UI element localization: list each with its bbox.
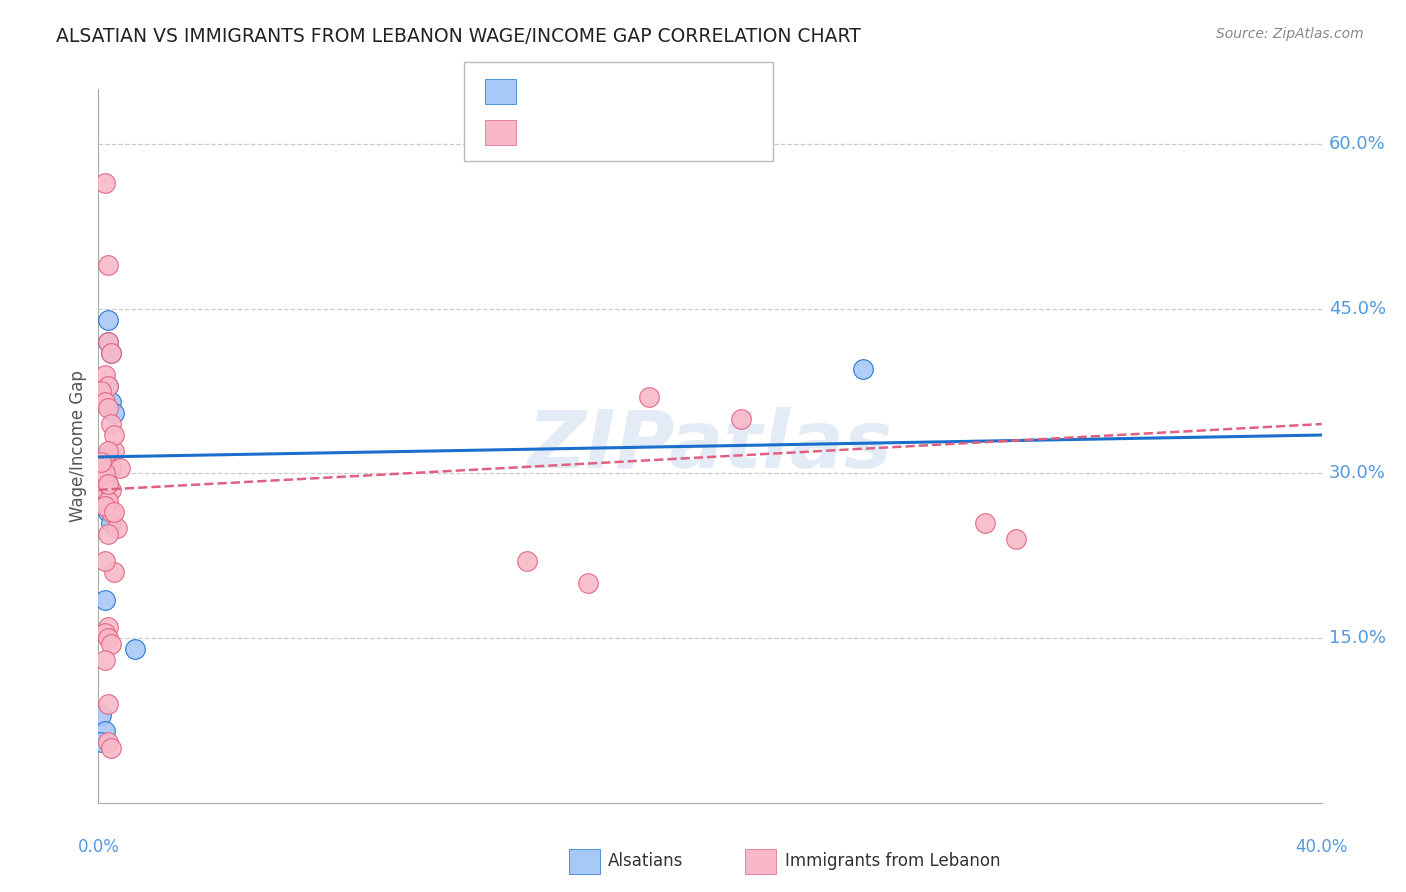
Text: Source: ZipAtlas.com: Source: ZipAtlas.com <box>1216 27 1364 41</box>
Point <box>100 516 122 530</box>
Point <box>105 521 128 535</box>
Point <box>974 516 997 530</box>
Point <box>90 461 112 475</box>
Point <box>1004 533 1026 547</box>
Point <box>100 740 122 755</box>
Point <box>97 444 120 458</box>
Point <box>124 642 146 657</box>
Text: Immigrants from Lebanon: Immigrants from Lebanon <box>785 852 1000 870</box>
Text: ZIPatlas: ZIPatlas <box>527 407 893 485</box>
Point <box>97 334 120 349</box>
Point <box>90 455 112 469</box>
Point <box>97 334 120 349</box>
Point <box>103 505 125 519</box>
Point <box>90 384 112 398</box>
Point <box>97 378 120 392</box>
Point <box>97 477 120 491</box>
Point <box>100 345 122 359</box>
Point <box>93 500 115 514</box>
Point <box>100 483 122 497</box>
Point <box>90 735 112 749</box>
Point <box>97 494 120 508</box>
Point <box>93 554 115 568</box>
Point <box>93 450 115 464</box>
Text: 30.0%: 30.0% <box>1329 465 1385 483</box>
Point <box>97 631 120 645</box>
Text: R =  0.050: R = 0.050 <box>527 122 623 140</box>
Point <box>97 697 120 711</box>
Point <box>93 494 115 508</box>
Point <box>100 461 122 475</box>
Point <box>103 566 125 580</box>
Point <box>516 554 538 568</box>
Text: 15.0%: 15.0% <box>1329 629 1386 647</box>
Point <box>93 625 115 640</box>
Point <box>100 461 122 475</box>
Point <box>103 406 125 420</box>
Point <box>97 526 120 541</box>
Text: 60.0%: 60.0% <box>1329 135 1385 153</box>
Point <box>97 258 120 272</box>
Point <box>97 505 120 519</box>
Point <box>100 395 122 409</box>
Text: N =  45: N = 45 <box>661 122 728 140</box>
Point <box>637 390 661 404</box>
Point <box>93 472 115 486</box>
Point <box>93 592 115 607</box>
Point <box>93 467 115 481</box>
Point <box>108 461 131 475</box>
Point <box>103 444 125 458</box>
Text: ALSATIAN VS IMMIGRANTS FROM LEBANON WAGE/INCOME GAP CORRELATION CHART: ALSATIAN VS IMMIGRANTS FROM LEBANON WAGE… <box>56 27 860 45</box>
Point <box>93 724 115 739</box>
Point <box>100 637 122 651</box>
Point <box>93 368 115 382</box>
Point <box>93 653 115 667</box>
Point <box>100 505 122 519</box>
Point <box>93 455 115 469</box>
Point <box>97 312 120 326</box>
Text: N =  19: N = 19 <box>661 82 728 100</box>
Point <box>97 378 120 392</box>
Point <box>97 735 120 749</box>
Point <box>93 176 115 190</box>
Point <box>576 576 599 591</box>
Text: 45.0%: 45.0% <box>1329 300 1386 318</box>
Point <box>93 395 115 409</box>
Text: R =  0.027: R = 0.027 <box>527 82 624 100</box>
Point <box>97 477 120 491</box>
Text: Alsatians: Alsatians <box>607 852 683 870</box>
Point <box>93 483 115 497</box>
Point <box>97 500 120 514</box>
Y-axis label: Wage/Income Gap: Wage/Income Gap <box>69 370 87 522</box>
Point <box>852 362 875 376</box>
Point <box>100 417 122 431</box>
Text: 40.0%: 40.0% <box>1295 838 1348 856</box>
Text: 0.0%: 0.0% <box>77 838 120 856</box>
Point <box>97 401 120 415</box>
Point <box>97 620 120 634</box>
Point <box>730 411 752 425</box>
Point <box>100 345 122 359</box>
Point <box>90 708 112 723</box>
Point <box>103 428 125 442</box>
